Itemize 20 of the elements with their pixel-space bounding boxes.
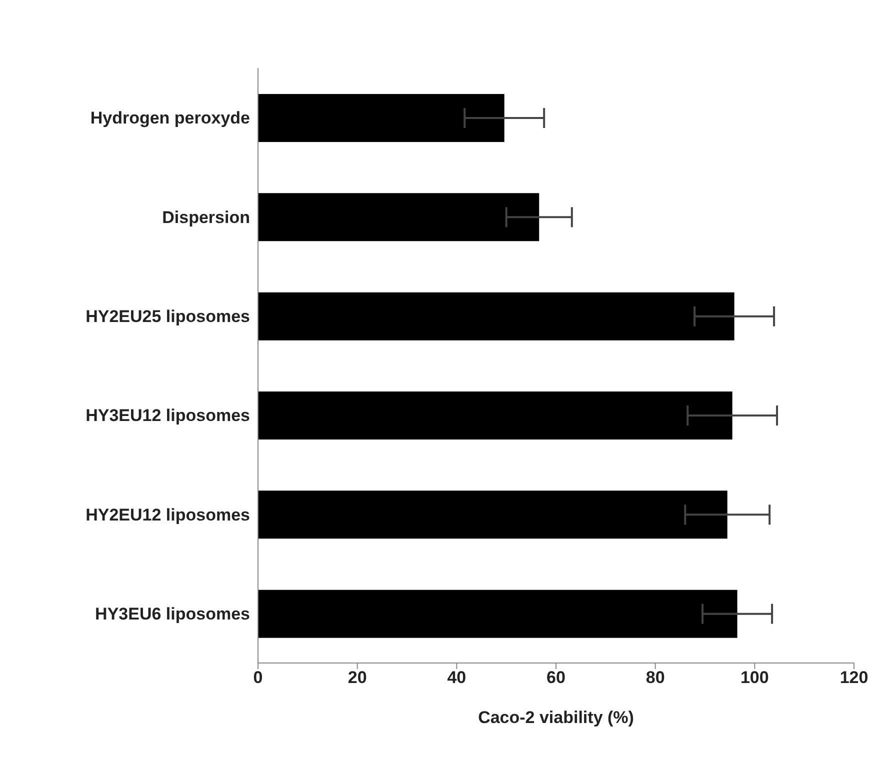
x-tick-label: 0 bbox=[253, 668, 263, 688]
bar bbox=[258, 193, 540, 242]
y-tick-label: Dispersion bbox=[162, 208, 250, 227]
bar bbox=[258, 590, 738, 638]
y-tick-label: HY2EU25 liposomes bbox=[86, 306, 250, 326]
bar bbox=[258, 94, 504, 142]
bar bbox=[258, 392, 732, 440]
y-tick-label: HY3EU12 liposomes bbox=[86, 406, 250, 426]
x-tick-label: 60 bbox=[546, 668, 566, 688]
y-tick-label: Hydrogen peroxyde bbox=[90, 108, 250, 128]
bar bbox=[258, 292, 734, 340]
bar bbox=[258, 490, 728, 539]
x-tick-label: 20 bbox=[348, 668, 367, 688]
x-tick-label: 40 bbox=[447, 668, 466, 688]
x-tick-label: 120 bbox=[840, 668, 868, 688]
x-tick-label: 100 bbox=[740, 668, 769, 688]
y-tick-label: HY3EU6 liposomes bbox=[95, 604, 250, 624]
y-tick-label: HY2EU12 liposomes bbox=[86, 505, 250, 524]
x-tick-label: 80 bbox=[646, 668, 665, 688]
x-axis-title: Caco-2 viability (%) bbox=[478, 708, 634, 727]
